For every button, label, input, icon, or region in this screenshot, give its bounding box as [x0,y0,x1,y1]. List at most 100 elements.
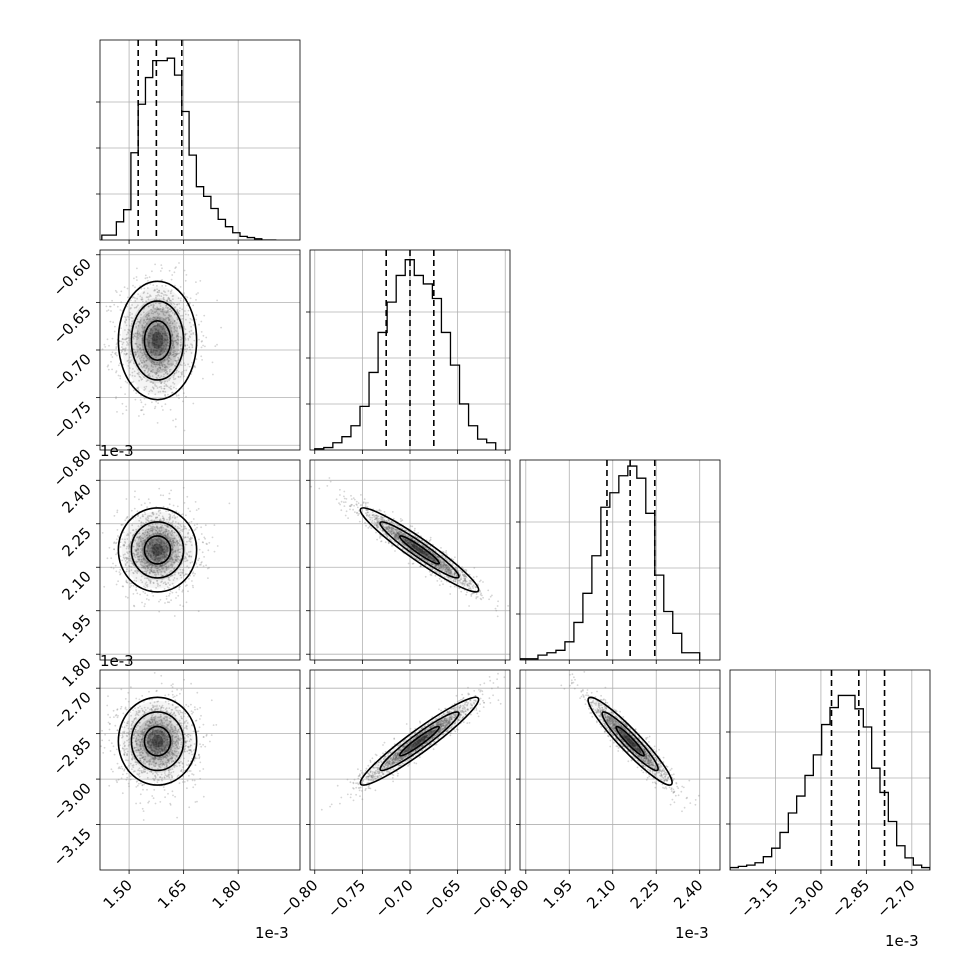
scatter-point [146,754,149,756]
scatter-point [427,548,430,551]
scatter-point [147,528,150,530]
scatter-point [179,574,182,577]
scatter-point [401,519,404,522]
scatter-point [155,547,158,549]
scatter-point [146,287,149,289]
scatter-point [154,558,157,561]
scatter-point [148,735,150,738]
scatter-point [184,313,187,316]
scatter-point [435,554,437,557]
scatter-point [157,752,160,755]
scatter-point [109,750,112,752]
scatter-clip-group [100,672,218,821]
scatter-point [174,550,177,553]
scatter-point [149,543,152,546]
scatter-point [191,584,194,587]
scatter-point [148,334,150,337]
scatter-point [136,749,138,752]
scatter-point [148,571,151,574]
scatter-point [147,341,150,343]
scatter-point [183,536,186,539]
scatter-point [159,366,162,369]
scatter-point [432,559,434,562]
scatter-point [129,542,132,545]
scatter-point [397,534,399,537]
scatter-point [167,774,170,777]
scatter-point [425,553,428,556]
scatter-point [124,329,126,331]
scatter-point [396,532,399,535]
scatter-point [345,498,348,500]
scatter-point [164,565,167,568]
scatter-point [135,710,138,713]
scatter-point [385,533,387,536]
scatter-point [421,539,424,542]
scatter-point [419,565,422,568]
scatter-point [165,311,168,314]
scatter-point [162,320,165,323]
scatter-point [386,527,388,529]
scatter-point [198,563,201,566]
scatter-point [115,570,118,573]
scatter-point [150,349,153,352]
scatter-point [456,582,459,584]
scatter-point [184,337,187,340]
scatter-point [470,595,473,597]
scatter-point [450,572,453,575]
scatter-point [174,758,177,761]
scatter-point [165,556,168,559]
scatter-point [178,585,181,588]
scatter-point [167,290,170,292]
scatter-point [400,531,402,534]
scatter-point [407,543,410,546]
scatter-point [136,279,138,281]
scatter-point [185,274,188,276]
scatter-point [156,335,159,338]
scatter-point [152,318,155,321]
scatter-point [174,267,177,269]
scatter-point [179,347,182,350]
scatter-point [391,530,393,532]
scatter-point [408,542,410,545]
scatter-point [157,402,160,404]
density-level [141,316,174,365]
scatter-point [150,722,153,724]
axes-frame [99,459,301,661]
scatter-point [162,786,165,788]
scatter-point [439,566,441,569]
scatter-point [158,600,160,603]
scatter-point [190,352,193,354]
scatter-point [172,585,175,588]
scatter-point [145,572,147,575]
scatter-point [121,412,124,415]
scatter-point [415,545,418,548]
scatter-point [138,545,140,548]
scatter-point [406,541,409,544]
scatter-point [404,540,406,542]
scatter-point [430,563,432,566]
scatter-point [156,308,159,311]
scatter-point [178,540,181,542]
scatter-point [156,350,159,353]
scatter-point [168,359,171,362]
scatter-point [137,514,139,517]
scatter-point [431,563,434,566]
scatter-point [177,541,180,544]
scatter-point [375,522,377,524]
scatter-point [123,353,126,355]
scatter-point [442,555,444,557]
scatter-point [456,574,459,577]
scatter-point [165,746,168,749]
scatter-point [172,696,175,699]
scatter-point [160,527,163,529]
scatter-point [183,352,185,355]
scatter-point [444,566,447,568]
scatter-point [156,377,159,380]
scatter-point [147,545,150,547]
scatter-point [201,551,204,554]
scatter-point [160,724,163,727]
scatter-point [189,770,192,772]
scatter-point [448,572,451,575]
scatter-point [139,334,142,336]
scatter-point [382,525,384,528]
